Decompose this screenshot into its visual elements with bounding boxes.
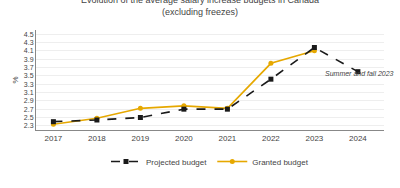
svg-text:2022: 2022 bbox=[262, 134, 280, 143]
svg-text:2023: 2023 bbox=[306, 134, 324, 143]
svg-text:4.5: 4.5 bbox=[24, 31, 34, 38]
svg-text:2017: 2017 bbox=[45, 134, 63, 143]
svg-text:3.3: 3.3 bbox=[24, 81, 34, 88]
svg-text:2021: 2021 bbox=[219, 134, 237, 143]
svg-text:3.5: 3.5 bbox=[24, 72, 34, 79]
svg-text:2018: 2018 bbox=[88, 134, 106, 143]
svg-text:2024: 2024 bbox=[349, 134, 367, 143]
svg-text:2.7: 2.7 bbox=[24, 106, 34, 113]
svg-text:2.9: 2.9 bbox=[24, 97, 34, 104]
svg-text:3.1: 3.1 bbox=[24, 89, 34, 96]
svg-text:4.3: 4.3 bbox=[24, 39, 34, 46]
svg-text:3.7: 3.7 bbox=[24, 64, 34, 71]
svg-text:2.5: 2.5 bbox=[24, 114, 34, 121]
svg-text:2019: 2019 bbox=[132, 134, 150, 143]
svg-text:Summer and fall 2023: Summer and fall 2023 bbox=[325, 70, 394, 77]
svg-text:2020: 2020 bbox=[175, 134, 193, 143]
svg-text:%: % bbox=[11, 76, 20, 83]
svg-text:Evolution of the average salar: Evolution of the average salary increase… bbox=[81, 0, 319, 17]
svg-text:Projected budget: Projected budget bbox=[146, 158, 207, 167]
svg-text:3.9: 3.9 bbox=[24, 56, 34, 63]
svg-text:4.1: 4.1 bbox=[24, 47, 34, 54]
svg-text:Granted budget: Granted budget bbox=[252, 158, 308, 167]
svg-text:2.3: 2.3 bbox=[24, 122, 34, 129]
